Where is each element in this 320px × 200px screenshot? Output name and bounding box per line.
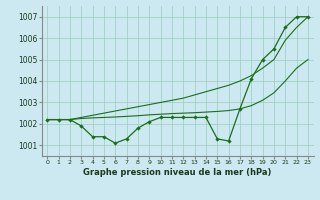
X-axis label: Graphe pression niveau de la mer (hPa): Graphe pression niveau de la mer (hPa) xyxy=(84,168,272,177)
